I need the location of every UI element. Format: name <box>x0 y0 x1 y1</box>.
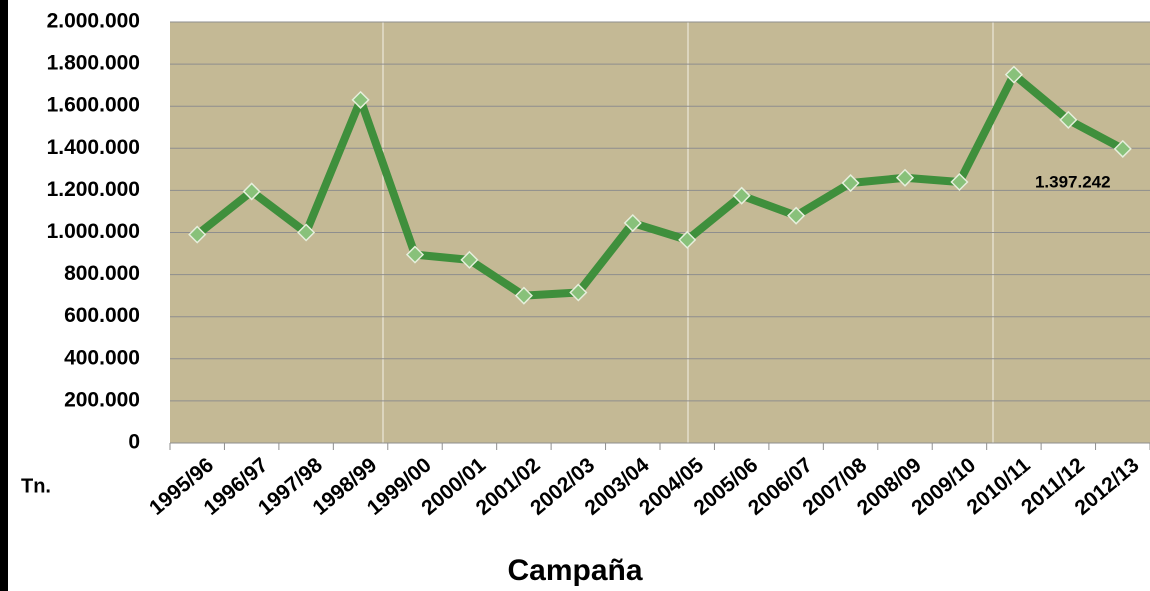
marker <box>841 173 860 193</box>
y-tick-label: 600.000 <box>64 304 140 327</box>
marker <box>1113 139 1132 158</box>
marker <box>950 172 969 192</box>
y-tick-label: 200.000 <box>64 388 140 411</box>
marker <box>787 206 806 225</box>
y-axis-label: Tn. <box>21 475 51 497</box>
y-tick-label: 400.000 <box>64 346 140 369</box>
marker <box>514 286 533 305</box>
marker <box>460 250 479 269</box>
marker <box>405 245 425 264</box>
marker <box>351 90 370 109</box>
y-tick-label: 1.400.000 <box>47 136 140 159</box>
y-tick-label: 1.600.000 <box>47 94 140 117</box>
y-tick-label: 0 <box>128 431 140 454</box>
marker <box>1004 65 1023 84</box>
marker <box>242 182 261 201</box>
y-tick-label: 2.000.000 <box>47 10 140 33</box>
marker <box>732 186 751 205</box>
marker <box>297 223 316 242</box>
marker <box>569 283 588 302</box>
y-tick-label: 800.000 <box>64 262 140 285</box>
series-line <box>194 70 1125 300</box>
left-border <box>0 0 8 591</box>
marker <box>1059 110 1078 129</box>
y-tick-label: 1.800.000 <box>47 52 140 75</box>
y-tick-label: 1.000.000 <box>47 220 140 243</box>
marker <box>623 213 642 233</box>
marker <box>678 230 697 249</box>
y-tick-label: 1.200.000 <box>47 178 140 201</box>
marker <box>188 225 207 244</box>
x-axis-title: Campaña <box>507 554 642 587</box>
marker <box>895 168 915 187</box>
data-label: 1.397.242 <box>1035 172 1111 191</box>
